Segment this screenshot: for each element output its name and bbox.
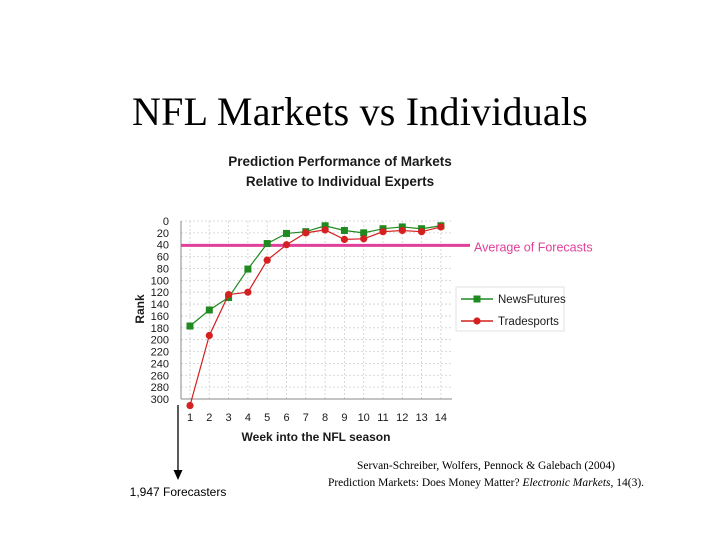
series-tradesports xyxy=(186,223,445,410)
y-tick-label: 280 xyxy=(151,382,169,394)
y-tick-label: 140 xyxy=(151,299,169,311)
y-tick-label: 160 xyxy=(151,311,169,323)
newsfutures-point xyxy=(244,265,252,273)
slide-title: NFL Markets vs Individuals xyxy=(132,89,588,134)
legend: NewsFutures Tradesports xyxy=(455,286,566,332)
y-tick-label: 180 xyxy=(151,323,169,335)
x-tick-label: 4 xyxy=(245,412,251,424)
x-tick-label: 5 xyxy=(264,412,270,424)
y-tick-label: 200 xyxy=(151,335,169,347)
series-layer xyxy=(186,222,445,410)
chart-title: Prediction Performance of Markets Relati… xyxy=(190,152,490,192)
series-line xyxy=(189,226,442,406)
y-tick-label: 220 xyxy=(151,347,169,359)
newsfutures-point xyxy=(205,306,213,314)
y-tick-labels: 0204060801001201401601802002202402602803… xyxy=(151,216,169,406)
average-forecast-label: Average of Forecasts xyxy=(474,240,593,254)
legend-swatch-square xyxy=(473,295,481,303)
newsfutures-point xyxy=(186,322,194,330)
x-tick-label: 12 xyxy=(396,412,408,424)
tradesports-point xyxy=(302,229,310,237)
x-tick-label: 14 xyxy=(435,412,447,424)
arrow-head xyxy=(173,470,183,480)
tradesports-point xyxy=(340,235,348,243)
chart-title-line-2: Relative to Individual Experts xyxy=(245,174,435,189)
x-tick-label: 11 xyxy=(377,412,388,424)
newsfutures-point xyxy=(263,240,271,248)
grid-lines xyxy=(181,220,452,400)
tradesports-point xyxy=(244,288,252,296)
x-tick-labels: 1 2 3 4 5 6 7 8 9 10 11 12 13 14 xyxy=(187,412,447,424)
y-axis-label: Rank xyxy=(133,294,147,324)
legend-swatch-circle xyxy=(473,317,481,325)
y-tick-label: 0 xyxy=(163,216,169,228)
tradesports-point xyxy=(379,228,387,236)
newsfutures-point xyxy=(283,229,290,237)
tradesports-point xyxy=(437,223,445,231)
legend-box xyxy=(455,286,565,332)
y-tick-label: 120 xyxy=(151,287,169,299)
x-tick-label: 13 xyxy=(415,412,427,424)
series-line xyxy=(189,225,441,327)
tradesports-point xyxy=(418,228,426,236)
x-tick-label: 1 xyxy=(187,412,193,424)
x-tick-label: 3 xyxy=(226,412,232,424)
citation-title-line: Prediction Markets: Does Money Matter? E… xyxy=(306,475,666,492)
tradesports-point xyxy=(205,331,213,340)
axes xyxy=(180,221,452,400)
citation-journal: Electronic Markets xyxy=(522,477,611,489)
x-tick-label: 2 xyxy=(206,412,212,424)
forecasters-arrow: 1,947 Forecasters xyxy=(130,405,227,499)
y-tick-label: 60 xyxy=(157,252,169,264)
tradesports-point xyxy=(282,241,291,249)
legend-label: NewsFutures xyxy=(498,294,566,306)
x-tick-label: 7 xyxy=(303,412,309,424)
y-tick-label: 260 xyxy=(151,370,169,382)
citation-volume: , 14(3). xyxy=(610,477,645,489)
x-tick-label: 9 xyxy=(341,412,347,424)
tradesports-point xyxy=(398,226,406,235)
citation-paper: Prediction Markets: Does Money Matter? xyxy=(327,477,523,489)
tradesports-point xyxy=(263,256,271,264)
x-tick-label: 8 xyxy=(322,412,328,424)
tradesports-point xyxy=(186,401,194,410)
y-tick-label: 100 xyxy=(151,275,169,287)
series-newsfutures xyxy=(186,222,445,330)
tradesports-point xyxy=(360,235,368,243)
citation: Servan-Schreiber, Wolfers, Pennock & Gal… xyxy=(306,458,666,492)
x-tick-label: 10 xyxy=(358,412,370,424)
chart-title-line-1: Prediction Performance of Markets xyxy=(228,154,452,169)
y-tick-label: 40 xyxy=(157,240,169,252)
x-axis-label: Week into the NFL season xyxy=(242,430,391,444)
y-tick-label: 80 xyxy=(157,263,169,275)
y-tick-label: 240 xyxy=(151,358,169,370)
y-tick-label: 20 xyxy=(157,228,169,240)
newsfutures-point xyxy=(340,226,348,234)
legend-label: Tradesports xyxy=(498,316,559,328)
newsfutures-point xyxy=(321,222,329,230)
y-tick-label: 300 xyxy=(151,394,169,406)
reference-line: Average of Forecasts xyxy=(181,240,593,254)
x-tick-label: 6 xyxy=(283,412,289,424)
forecasters-label: 1,947 Forecasters xyxy=(130,485,227,499)
tradesports-point xyxy=(321,226,329,234)
tradesports-point xyxy=(225,290,233,299)
newsfutures-point xyxy=(360,229,368,237)
citation-authors: Servan-Schreiber, Wolfers, Pennock & Gal… xyxy=(356,460,616,472)
